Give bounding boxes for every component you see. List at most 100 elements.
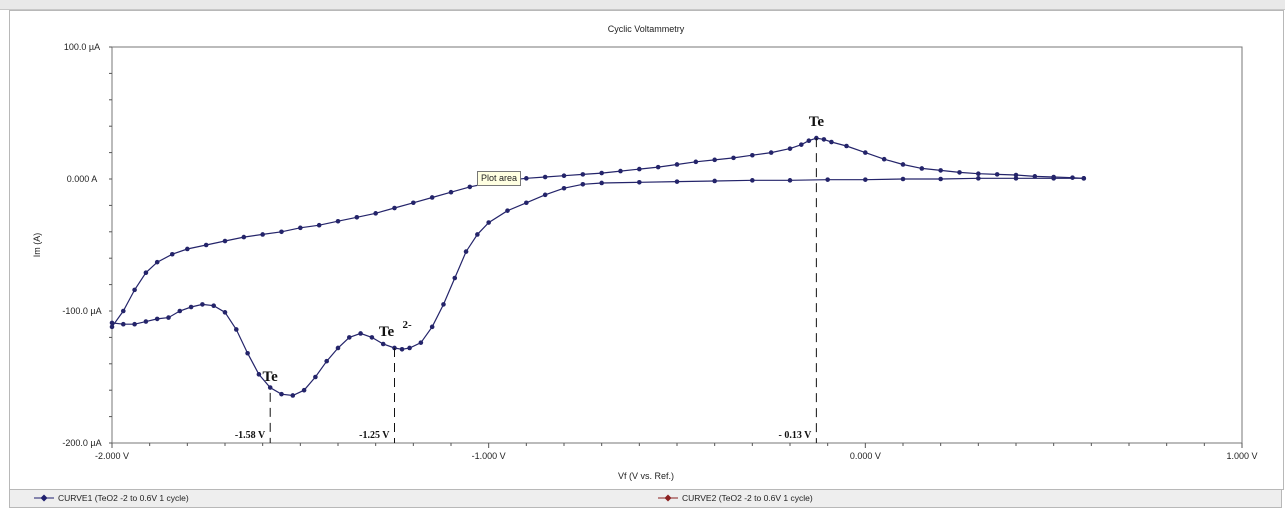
peak-voltage-label: - 0.13 V	[778, 430, 812, 441]
data-point-1	[143, 270, 149, 276]
data-point-1	[185, 246, 190, 252]
data-point-1	[542, 174, 548, 180]
data-point-1	[637, 166, 642, 172]
data-point-1	[881, 156, 887, 162]
y-tick-label: 100.0 µA	[64, 42, 100, 52]
x-tick-label: 1.000 V	[1226, 451, 1257, 461]
data-point-2	[177, 308, 183, 314]
data-point-1	[994, 172, 1000, 177]
data-point-2	[256, 372, 262, 377]
toolbar-strip	[0, 0, 1285, 10]
data-point-2	[301, 387, 307, 393]
plot-area-tooltip: Plot area	[477, 171, 522, 186]
legend-label-curve1: CURVE1 (TeO2 -2 to 0.6V 1 cycle)	[58, 493, 189, 503]
data-point-2	[380, 341, 386, 347]
plot-area[interactable]	[111, 46, 1243, 444]
series-line-1	[111, 137, 1084, 328]
data-point-2	[429, 324, 435, 330]
data-point-1	[938, 168, 943, 173]
data-point-2	[712, 178, 717, 184]
data-point-1	[121, 308, 126, 314]
data-point-1	[750, 152, 755, 158]
data-point-2	[1051, 176, 1056, 181]
x-tick-label: -1.000 V	[472, 451, 506, 461]
data-point-1	[957, 170, 962, 175]
data-point-1	[863, 150, 868, 155]
legend-item-curve1[interactable]: CURVE1 (TeO2 -2 to 0.6V 1 cycle)	[34, 493, 189, 503]
data-point-1	[392, 205, 397, 211]
data-point-2	[1013, 176, 1019, 181]
data-point-2	[863, 177, 868, 182]
data-point-2	[313, 374, 318, 380]
data-point-2	[599, 180, 604, 186]
data-point-1	[448, 189, 454, 195]
data-point-1	[222, 238, 228, 244]
data-point-1	[693, 159, 699, 165]
y-axis-label: Im (A)	[32, 233, 42, 258]
data-point-2	[505, 208, 510, 213]
data-point-1	[335, 218, 341, 224]
data-point-1	[467, 184, 473, 190]
data-point-1	[411, 200, 416, 206]
data-point-2	[452, 275, 458, 281]
data-point-2	[463, 249, 469, 254]
data-point-2	[475, 232, 480, 237]
data-point-1	[731, 155, 736, 161]
data-point-2	[222, 310, 228, 315]
data-point-1	[787, 146, 793, 151]
data-point-1	[109, 324, 115, 330]
data-point-2	[441, 302, 446, 307]
peak-label-superscript: 2-	[403, 319, 413, 331]
data-point-2	[976, 176, 981, 181]
data-point-2	[1081, 176, 1087, 181]
data-point-1	[524, 176, 529, 181]
data-point-2	[825, 177, 830, 182]
data-point-2	[279, 391, 284, 397]
data-point-2	[750, 178, 755, 183]
peak-voltage-label: -1.58 V	[235, 430, 266, 441]
diamond-marker-icon	[658, 494, 678, 502]
data-point-1	[599, 170, 604, 176]
data-point-1	[241, 234, 247, 240]
data-point-2	[418, 340, 424, 345]
data-point-2	[637, 180, 642, 185]
data-point-1	[154, 259, 160, 265]
data-point-1	[132, 287, 137, 293]
data-point-2	[143, 319, 149, 324]
y-tick-label: -200.0 µA	[62, 438, 101, 448]
peak-label: Te	[379, 324, 395, 340]
data-point-2	[486, 220, 491, 225]
data-point-2	[561, 185, 567, 191]
data-point-2	[234, 327, 239, 332]
data-point-1	[768, 150, 774, 155]
data-point-1	[373, 211, 378, 216]
legend-item-curve2[interactable]: CURVE2 (TeO2 -2 to 0.6V 1 cycle)	[658, 493, 813, 503]
data-point-2	[787, 178, 793, 183]
data-point-1	[580, 172, 586, 177]
diamond-marker-icon	[34, 494, 54, 502]
data-point-2	[347, 335, 352, 340]
data-point-2	[542, 192, 548, 198]
data-point-1	[169, 251, 175, 257]
data-point-1	[618, 168, 623, 174]
data-point-2	[324, 358, 330, 364]
data-point-1	[919, 166, 925, 171]
data-point-2	[938, 176, 943, 182]
data-point-2	[109, 320, 115, 326]
data-point-2	[188, 304, 194, 310]
data-point-1	[354, 214, 360, 220]
x-axis: -2.000 V -1.000 V 0.000 V 1.000 V	[95, 443, 1258, 461]
data-point-2	[267, 385, 273, 390]
legend-label-curve2: CURVE2 (TeO2 -2 to 0.6V 1 cycle)	[682, 493, 813, 503]
data-point-2	[900, 176, 906, 182]
data-point-2	[358, 331, 363, 336]
x-axis-label: Vf (V vs. Ref.)	[618, 471, 674, 481]
data-point-2	[245, 350, 250, 356]
data-point-1	[799, 142, 804, 147]
data-point-2	[200, 302, 205, 307]
chart-title: Cyclic Voltammetry	[608, 24, 685, 34]
data-point-2	[580, 181, 586, 187]
data-point-1	[806, 138, 812, 144]
peak-label: Te	[809, 114, 825, 130]
